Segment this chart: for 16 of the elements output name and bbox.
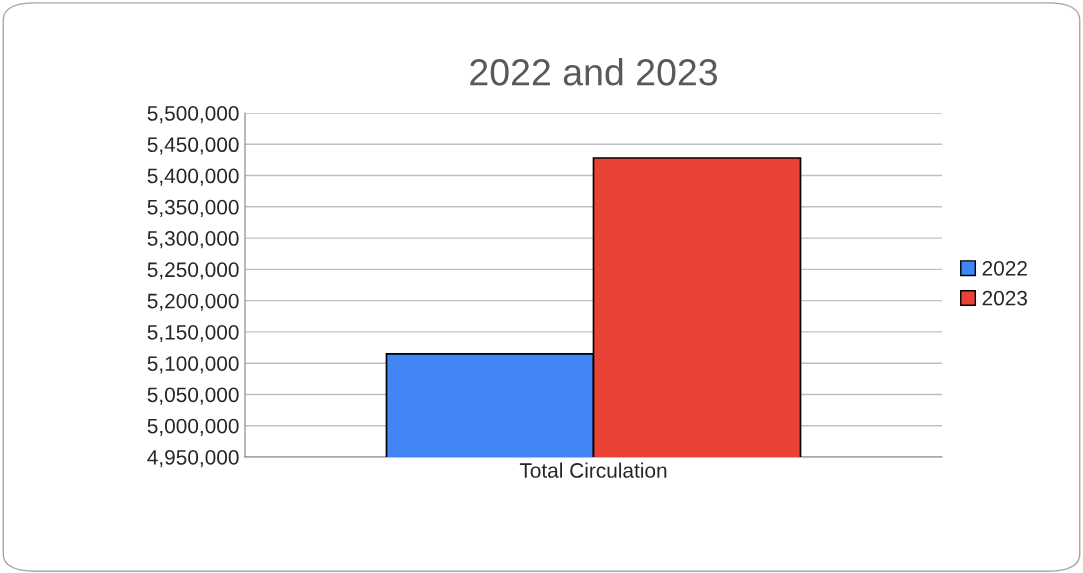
y-tick-label: 5,250,000	[147, 262, 239, 280]
y-tick-label: 5,150,000	[147, 324, 239, 343]
y-tick-label: 5,350,000	[147, 199, 239, 218]
y-tick-label: 5,050,000	[147, 387, 239, 405]
y-tick-label: 5,000,000	[147, 418, 239, 436]
legend-label: 2022	[982, 260, 1027, 276]
y-tick-label: 5,450,000	[147, 137, 239, 155]
legend-label: 2023	[982, 290, 1028, 306]
y-tick-label: 5,100,000	[147, 356, 239, 374]
y-tick-label: 4,950,000	[147, 450, 239, 468]
y-tick-label: 5,400,000	[147, 168, 239, 186]
y-tick-label: 5,300,000	[147, 231, 239, 249]
y-tick-label: 5,200,000	[147, 293, 239, 311]
y-tick-label: 5,500,000	[147, 106, 239, 124]
chart-title: 2022 and 2023	[470, 58, 717, 86]
x-tick-label: Total Circulation	[519, 462, 667, 478]
